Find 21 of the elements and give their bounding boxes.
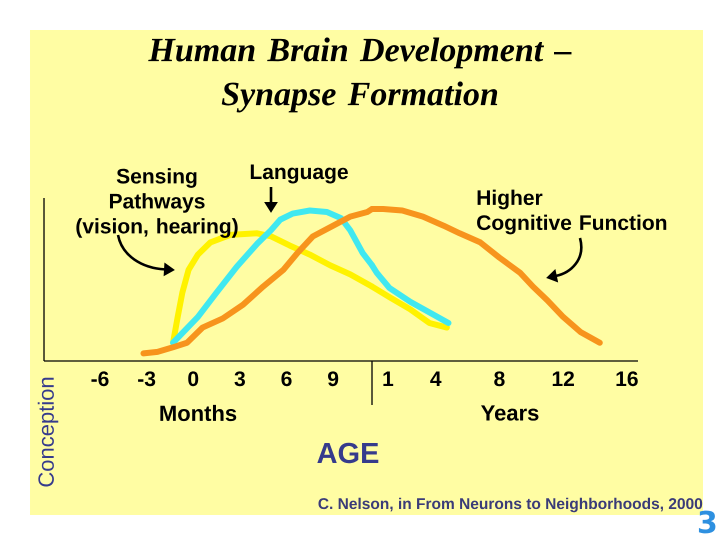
x-tick-label: 8: [494, 371, 505, 386]
x-tick-label: 3: [234, 371, 245, 386]
x-tick-label: 12: [552, 371, 574, 386]
x-tick-label: 9: [328, 371, 338, 386]
x-tick-label: 1: [383, 372, 394, 386]
text: Conception: [38, 378, 58, 487]
chart-title: Human Brain Development – Synapse Formation: [148, 38, 572, 112]
series-label: Higher Cognitive Function: [477, 190, 666, 234]
x-tick-label: 0: [188, 371, 198, 386]
text: C. Nelson, in From Neurons to Neighborhoods, 2000: [318, 498, 702, 512]
x-tick-label: -3: [138, 371, 156, 386]
x-tick-label: -6: [91, 371, 109, 386]
text: AGE: [317, 442, 378, 464]
series-label: Language: [250, 164, 348, 184]
x-axis-title: Months: [160, 404, 236, 422]
x-tick-label: 4: [430, 372, 442, 386]
x-tick-label: 16: [616, 371, 638, 386]
text: 3: [698, 510, 716, 534]
series-label: Sensing Pathways (vision, hearing): [76, 168, 238, 238]
x-axis-title: Years: [481, 405, 538, 421]
x-tick-label: 6: [281, 371, 292, 386]
